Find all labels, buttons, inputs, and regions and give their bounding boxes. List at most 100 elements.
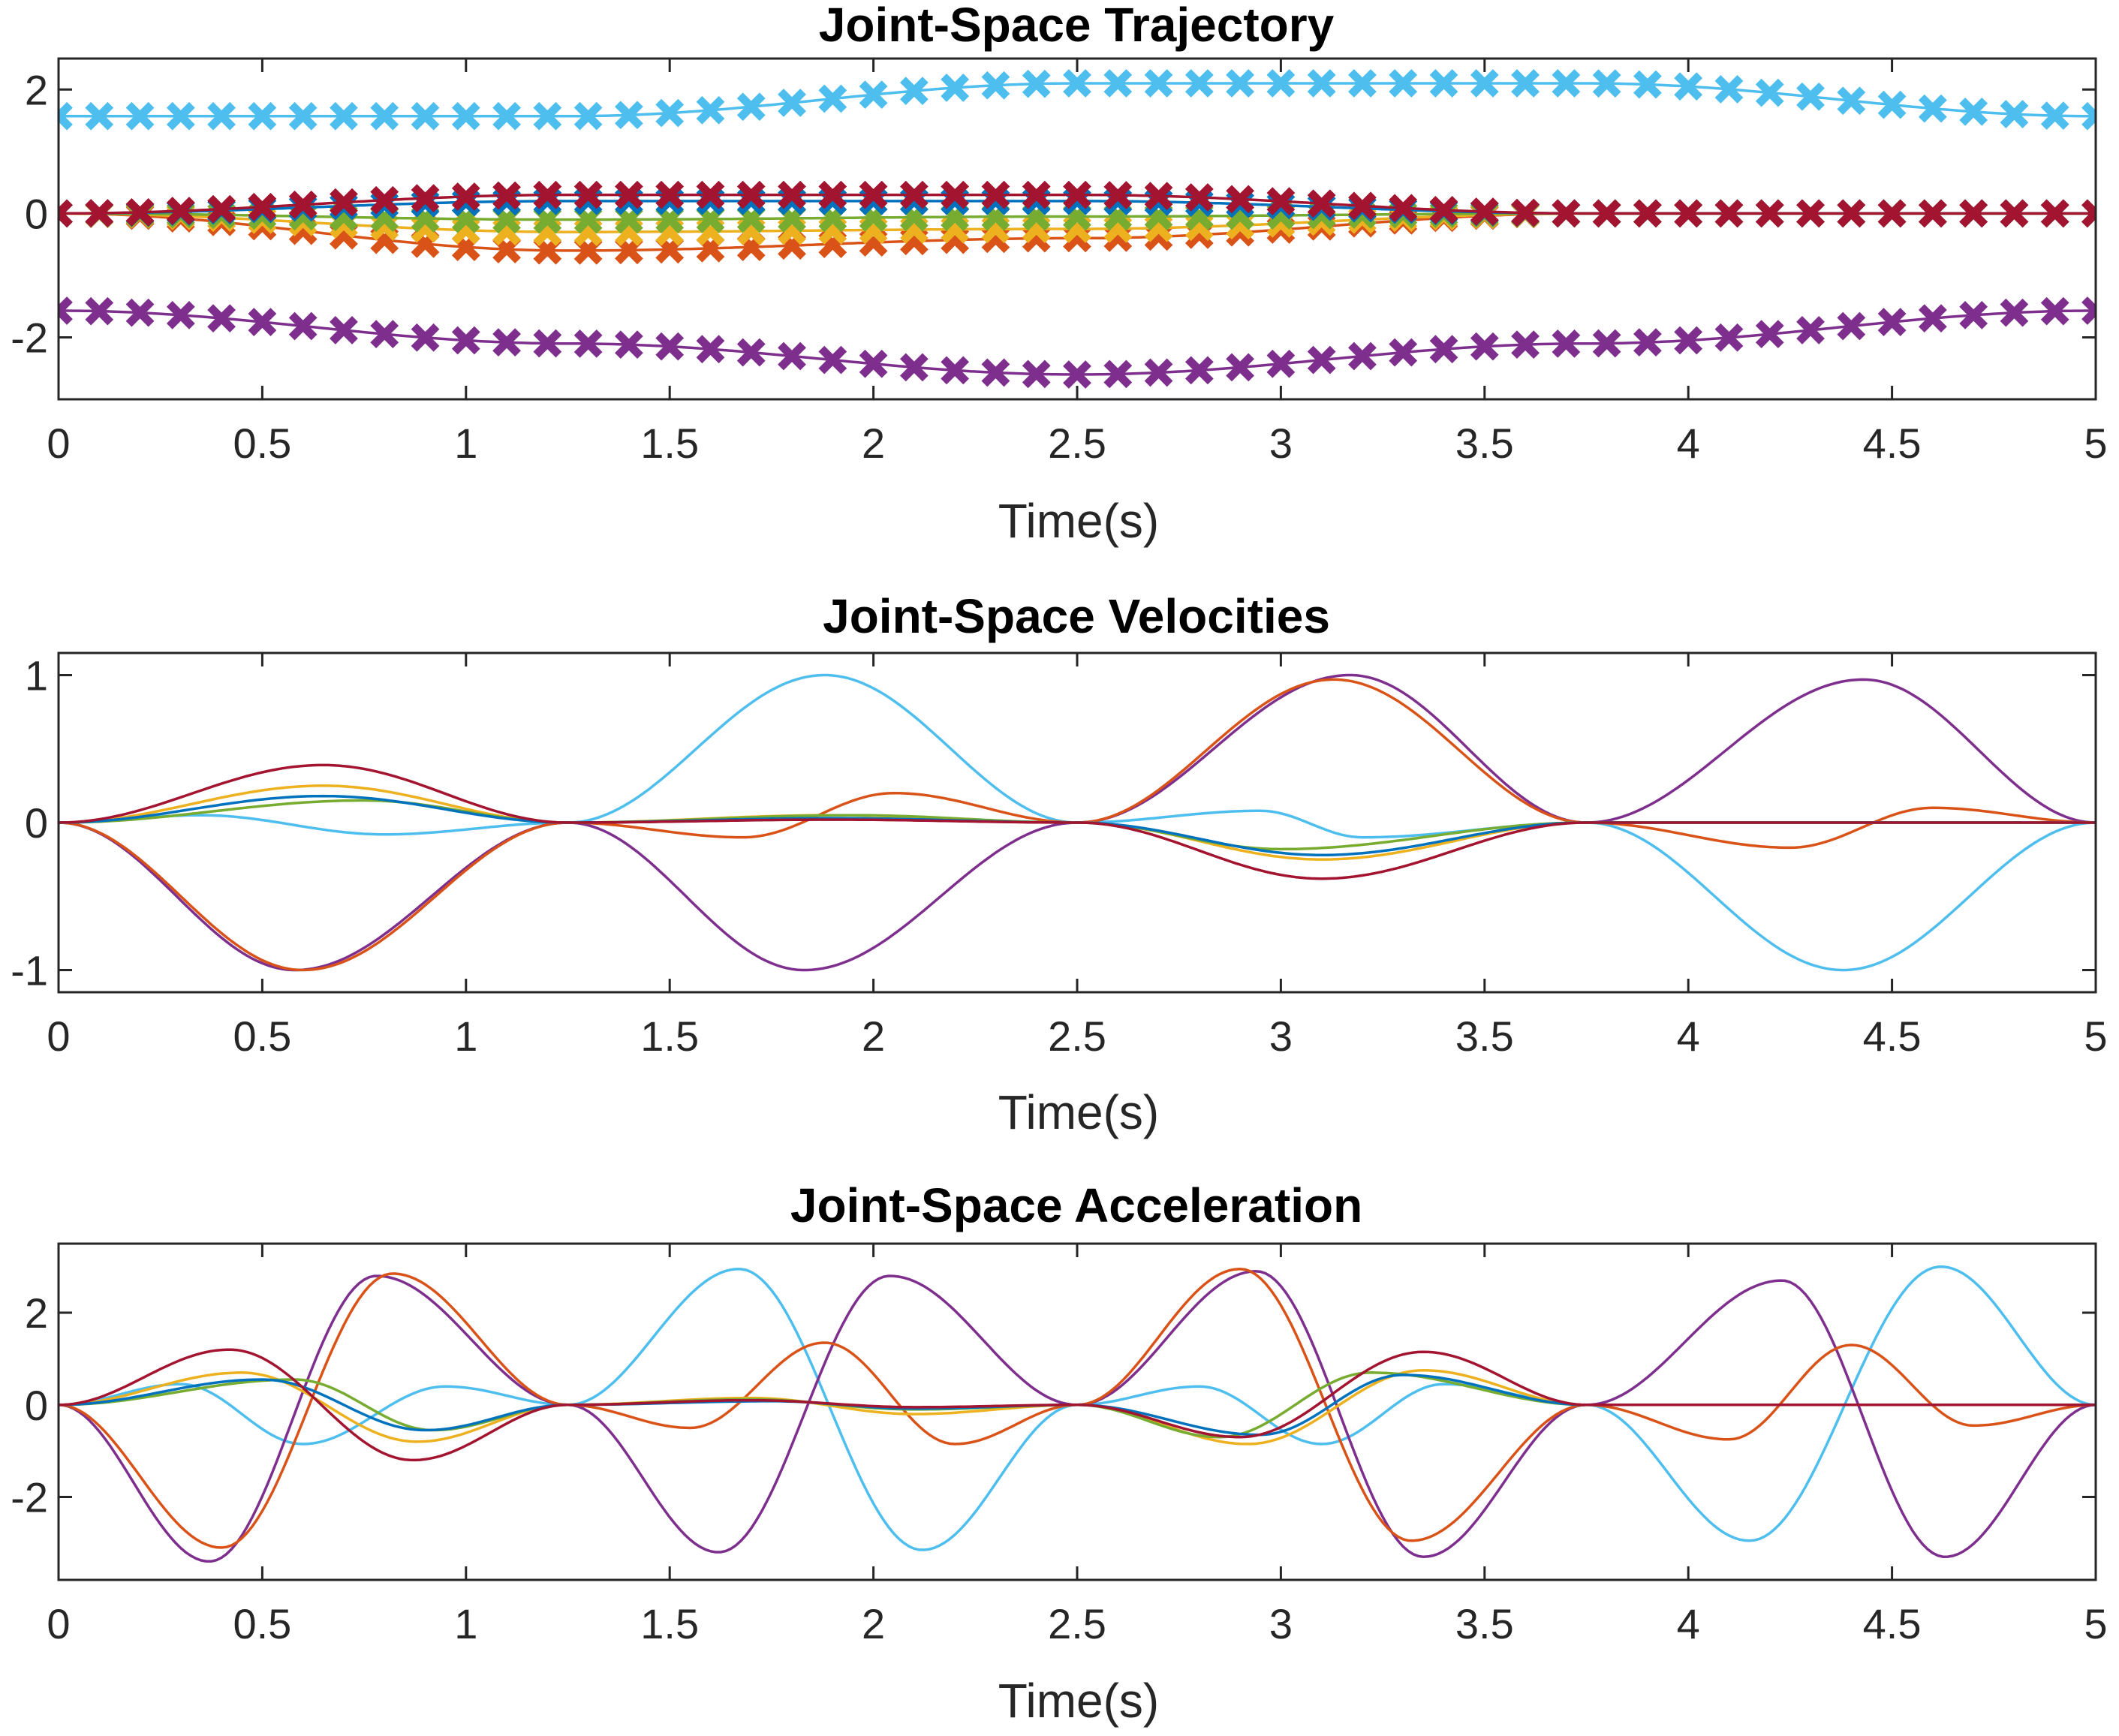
x-marker-cyan	[778, 89, 806, 117]
x-marker-cyan	[59, 101, 73, 131]
x-marker-maroon	[125, 197, 155, 227]
panel-velocities: Joint-Space Velocities 0 0.5 1 1.5 2 2.5 3 3.5 4…	[11, 589, 2107, 1139]
x-marker-cyan	[1389, 69, 1418, 98]
plot-area	[57, 1244, 2097, 1580]
y-tick-label: 1	[25, 651, 48, 699]
x-marker-cyan	[1307, 69, 1336, 98]
x-tick-label: 4.5	[1863, 1012, 1922, 1060]
x-tick-label: 1.5	[640, 1012, 699, 1060]
x-marker-cyan	[207, 101, 236, 131]
y-tick-label: -1	[11, 947, 48, 994]
y-tick-labels: -2 0 2	[11, 1289, 48, 1521]
x-marker-maroon	[1389, 194, 1418, 223]
x-tick-label: 4	[1677, 420, 1700, 467]
x-marker-cyan	[655, 98, 685, 128]
x-tick-label: 1.5	[640, 420, 699, 467]
x-marker-maroon	[411, 184, 440, 212]
y-tick-label: 2	[25, 1289, 48, 1337]
axes-box	[57, 57, 2097, 401]
x-marker-cyan	[2081, 101, 2096, 131]
axes-box	[57, 1242, 2097, 1581]
x-marker-maroon	[1918, 199, 1947, 228]
x-tick-label: 4	[1677, 1600, 1700, 1647]
x-marker-purple	[85, 296, 114, 326]
panel-title: Joint-Space Velocities	[823, 589, 1330, 643]
x-marker-purple	[1429, 335, 1458, 364]
x-marker-purple	[573, 329, 603, 358]
x-marker-maroon	[1184, 183, 1214, 212]
x-marker-maroon	[1266, 187, 1296, 216]
x-marker-maroon	[1144, 182, 1173, 211]
x-tick-label: 3	[1269, 420, 1293, 467]
x-marker-purple	[2040, 296, 2069, 326]
x-marker-maroon	[655, 180, 685, 209]
x-tick-label: 0	[47, 420, 70, 467]
x-marker-purple	[411, 323, 440, 352]
x-marker-cyan	[1837, 86, 1866, 116]
x-marker-purple	[330, 316, 358, 344]
x-marker-cyan	[370, 101, 399, 131]
y-tick-label: 0	[25, 190, 48, 237]
x-marker-purple	[1266, 349, 1296, 378]
x-marker-purple	[533, 329, 562, 358]
x-axis-label: Time(s)	[998, 494, 1159, 548]
x-marker-purple	[1103, 360, 1133, 389]
x-tick-label: 5	[2084, 1600, 2107, 1647]
x-marker-maroon	[166, 197, 195, 225]
x-marker-maroon	[1552, 199, 1581, 228]
x-marker-purple	[166, 300, 195, 329]
x-marker-purple	[207, 304, 236, 333]
x-tick-label: 4	[1677, 1012, 1700, 1060]
x-tick-label: 2	[862, 1012, 885, 1060]
x-marker-purple	[1592, 329, 1621, 358]
x-marker-purple	[778, 341, 806, 371]
panel-trajectory: Joint-Space Trajectory 0 0.5 1 1.5 2 2.5 3 3.5 4…	[11, 0, 2107, 548]
x-marker-purple	[59, 296, 73, 325]
x-marker-cyan	[859, 80, 888, 110]
x-marker-maroon	[1226, 185, 1255, 214]
x-marker-cyan	[1266, 69, 1296, 98]
x-marker-maroon	[288, 190, 318, 219]
x-marker-purple	[1144, 358, 1173, 387]
x-marker-purple	[1674, 326, 1703, 355]
x-marker-maroon	[1796, 199, 1825, 228]
x-marker-cyan	[2040, 101, 2069, 130]
x-marker-purple	[1389, 338, 1418, 367]
x-marker-cyan	[696, 95, 725, 125]
x-marker-cyan	[1429, 69, 1458, 98]
x-tick-label: 2	[862, 420, 885, 467]
x-marker-cyan	[1714, 75, 1744, 104]
panel-acceleration: Joint-Space Acceleration 0 0.5 1 1.5 2 2.5 3 3.…	[11, 1178, 2107, 1728]
x-marker-maroon	[370, 185, 399, 215]
plot-area	[57, 653, 2097, 992]
x-marker-maroon	[59, 199, 73, 228]
x-tick-label: 5	[2084, 1012, 2107, 1060]
x-marker-maroon	[2000, 199, 2029, 228]
x-marker-cyan	[288, 101, 318, 131]
x-marker-cyan	[1592, 69, 1621, 98]
x-marker-maroon	[615, 180, 643, 209]
x-marker-maroon	[1959, 199, 1988, 228]
x-tick-label: 2	[862, 1600, 885, 1647]
x-marker-maroon	[2040, 199, 2069, 228]
x-marker-maroon	[1063, 180, 1091, 209]
x-marker-purple	[1877, 308, 1907, 336]
y-tick-label: -2	[11, 1474, 48, 1521]
x-tick-labels: 0 0.5 1 1.5 2 2.5 3 3.5 4 4.5 5	[47, 1012, 2107, 1060]
x-marker-maroon	[941, 180, 970, 209]
x-marker-maroon	[1714, 199, 1744, 228]
x-marker-maroon	[573, 180, 603, 209]
x-marker-maroon	[533, 180, 562, 209]
x-marker-cyan	[533, 101, 562, 131]
x-marker-maroon	[1429, 195, 1458, 224]
x-marker-maroon	[736, 180, 766, 209]
x-tick-label: 2.5	[1048, 1600, 1106, 1647]
x-tick-label: 0.5	[233, 1012, 291, 1060]
x-marker-cyan	[1103, 69, 1133, 98]
x-tick-label: 4.5	[1863, 420, 1922, 467]
x-marker-maroon	[207, 194, 236, 224]
x-marker-cyan	[85, 101, 114, 131]
x-marker-cyan	[1144, 69, 1173, 98]
